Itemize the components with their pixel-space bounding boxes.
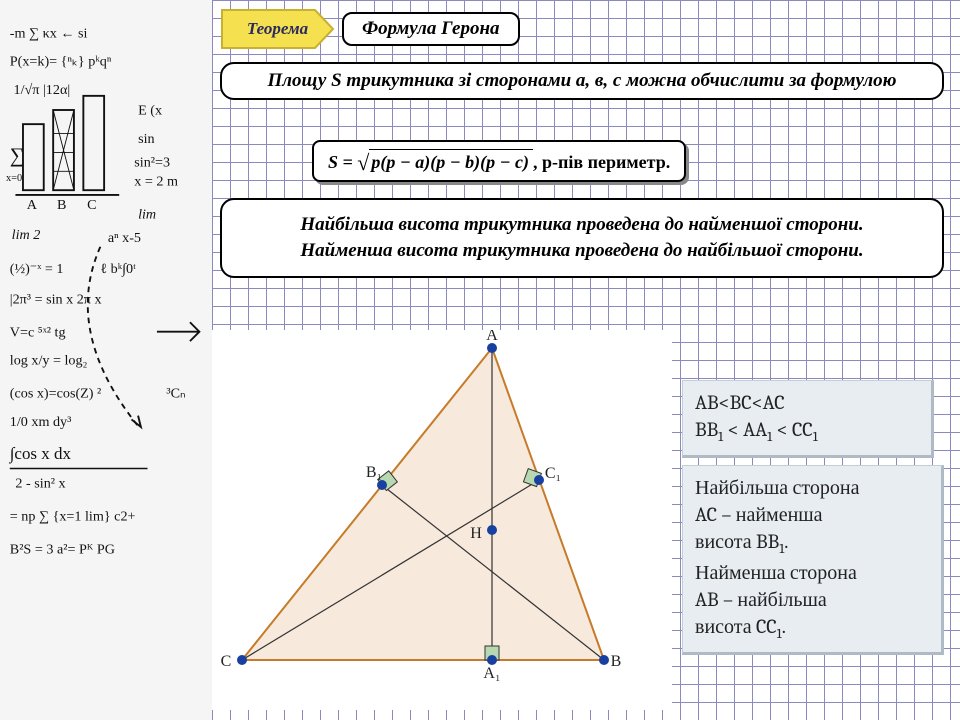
svg-text:aⁿ x-5: aⁿ x-5 xyxy=(108,230,141,246)
svg-text:B: B xyxy=(611,653,622,670)
svg-text:E (x: E (x xyxy=(138,103,162,119)
svg-text:B²S = 3 a²= Pᴷ PG: B²S = 3 a²= Pᴷ PG xyxy=(10,541,115,557)
svg-text:B: B xyxy=(57,197,66,213)
svg-text:³Cₙ: ³Cₙ xyxy=(166,386,185,402)
svg-text:V=c ⁵ˣ² tg: V=c ⁵ˣ² tg xyxy=(10,324,66,340)
inequality-panel: AB<BC<AC BB1 < AA1 < CC1 xyxy=(682,380,934,458)
svg-text:lim 2: lim 2 xyxy=(12,227,41,243)
svg-text:∑: ∑ xyxy=(10,145,25,167)
note-line-1: Найбільша висота трикутника проведена до… xyxy=(242,214,922,236)
svg-text:x = 2 m: x = 2 m xyxy=(134,173,178,189)
formula-suffix: , р-пів периметр. xyxy=(533,152,670,172)
svg-text:H: H xyxy=(470,525,482,542)
svg-text:sin: sin xyxy=(138,131,155,147)
statement-box: Площу S трикутника зі сторонами a, в, c … xyxy=(220,62,944,100)
svg-text:B₁: B₁ xyxy=(366,464,382,481)
svg-text:ℓ bᵏ∫0ᵗ: ℓ bᵏ∫0ᵗ xyxy=(100,261,136,277)
svg-text:-m ∑ κx ← si: -m ∑ κx ← si xyxy=(10,25,88,41)
svg-text:C₁: C₁ xyxy=(545,465,561,482)
note-line-2: Найменша висота трикутника проведена до … xyxy=(242,240,922,262)
svg-text:2 - sin² x: 2 - sin² x xyxy=(15,475,65,491)
theorem-tag-text: Теорема xyxy=(247,19,308,39)
theorem-tag: Теорема xyxy=(220,8,335,50)
svg-text:P(x=k)= {ⁿₖ} pᵏqⁿ: P(x=k)= {ⁿₖ} pᵏqⁿ xyxy=(10,54,112,70)
note-box: Найбільша висота трикутника проведена до… xyxy=(220,198,944,278)
svg-text:1/0 xm dy³: 1/0 xm dy³ xyxy=(10,414,72,430)
svg-text:= np ∑ {x=1 lim} c2+: = np ∑ {x=1 lim} c2+ xyxy=(10,508,136,524)
main-content: Теорема Формула Герона Площу S трикутник… xyxy=(212,0,960,720)
title-box: Формула Герона xyxy=(342,12,520,46)
svg-text:A: A xyxy=(27,197,38,213)
ineq-line1: AB<BC<AC xyxy=(695,391,785,414)
statement-text: Площу S трикутника зі сторонами a, в, c … xyxy=(267,70,896,91)
formula-box: S = √p(p − a)(p − b)(p − c), р-пів перим… xyxy=(312,140,686,182)
svg-text:C: C xyxy=(87,197,96,213)
svg-text:(cos x)=cos(Z) ²: (cos x)=cos(Z) ² xyxy=(10,386,102,402)
svg-text:C: C xyxy=(221,653,232,670)
formula-S: S = xyxy=(328,152,357,172)
handwriting-sidebar: -m ∑ κx ← si P(x=k)= {ⁿₖ} pᵏqⁿ 1/√π |12α… xyxy=(0,0,212,720)
title-text: Формула Герона xyxy=(362,18,500,39)
svg-text:log x/y = log₂: log x/y = log₂ xyxy=(10,353,88,369)
svg-text:A: A xyxy=(486,330,498,344)
svg-text:x=0: x=0 xyxy=(6,173,22,184)
formula-radicand: p(p − a)(p − b)(p − c) xyxy=(369,149,533,172)
svg-text:1/√π |12α|: 1/√π |12α| xyxy=(14,82,71,98)
svg-text:sin²=3: sin²=3 xyxy=(134,155,170,171)
explanation-panel: Найбільша сторона AC – найменша висота B… xyxy=(682,465,944,655)
svg-text:(½)⁻ˣ = 1: (½)⁻ˣ = 1 xyxy=(10,261,64,277)
svg-text:A₁: A₁ xyxy=(483,665,500,682)
svg-text:lim: lim xyxy=(138,206,156,222)
triangle-diagram: A B C A₁ B₁ C₁ H xyxy=(212,330,672,710)
svg-text:∫cos x dx: ∫cos x dx xyxy=(9,444,72,464)
